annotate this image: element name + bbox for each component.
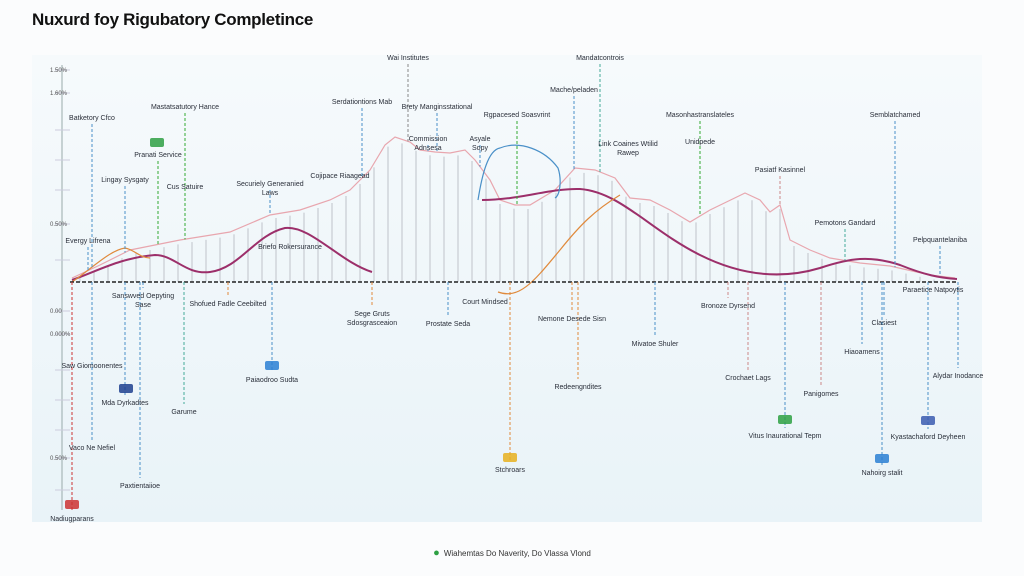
footer: ● Wiahemtas Do Naverity, Do Vlassa Vlond <box>0 547 1024 559</box>
diagram-panel <box>32 55 982 522</box>
annotation-label: Garume <box>171 409 197 416</box>
y-tick-label: 1.60% <box>50 91 68 97</box>
purple-line-left <box>71 226 373 281</box>
annotation-label: Court Mindsed <box>462 299 508 306</box>
purple-line-right <box>481 187 958 280</box>
annotation-label: Saw Giomoonentes <box>61 363 123 370</box>
annotation-label: Commission Adnsesa <box>408 136 448 152</box>
pink-line <box>71 136 956 279</box>
annotation-label: Evergy Lifrena <box>65 238 111 245</box>
blue-line <box>477 144 561 201</box>
annotation-label: Clasiest <box>871 320 897 327</box>
annotation-label: Mache/peladen <box>550 87 598 94</box>
annotation-label: Link Coaines Wtilid Rawep <box>598 141 658 157</box>
annotation-label: Wai Institutes <box>387 55 429 62</box>
annotation-label: Pemotons Gandard <box>814 220 876 227</box>
annotation-label: Pasiatf Kasinnel <box>754 167 806 174</box>
annotation-label: Serdationtions Mab <box>331 99 393 106</box>
annotation-label: Mandatcontrois <box>576 55 624 62</box>
y-tick-label: 0.50% <box>50 222 68 228</box>
annotation-label: Sanswved Oepyting Sase <box>111 293 175 309</box>
annotation-label: Pranati Service <box>134 152 182 159</box>
page-title: Nuxurd foy Rigubatory Completince <box>32 10 314 29</box>
annotation-label: Vaco Ne Nefiel <box>68 445 116 452</box>
annotation-label: Semblatchamed <box>869 112 921 119</box>
annotation-label: Masonhastranslateles <box>665 112 735 119</box>
annotation-label: Batketory Cfco <box>69 115 115 122</box>
annotation-label: Mda Dyrkadtes <box>101 400 149 407</box>
annotation-label: Kyastachaford Deyheen <box>890 434 966 441</box>
annotation-label: Shofued Fadle Ceebilted <box>189 301 267 308</box>
annotation-label: Briefo Rokersurance <box>258 244 322 251</box>
annotation-label: Vitus Inaurational Tepm <box>748 433 822 440</box>
y-tick-label: 0.50% <box>50 456 68 462</box>
annotation-label: Rgpacesed Soasvrint <box>483 112 551 119</box>
annotation-label: Paraetice Natpoytis <box>902 287 964 294</box>
annotation-label: Cus Satuire <box>166 184 204 191</box>
annotation-label: Redeengndites <box>554 384 602 391</box>
annotation-label: Mivatoe Shuler <box>631 341 679 348</box>
y-tick-label: 0.000% <box>50 332 71 338</box>
cycle-icon <box>921 416 935 425</box>
annotation-label: Paiaodroo Sudta <box>245 377 299 384</box>
annotation-label: Crochaet Lags <box>725 375 771 382</box>
map-pin-icon: ● <box>433 547 440 559</box>
y-tick-label: 0.00 <box>50 309 62 315</box>
annotation-label: Panigomes <box>803 391 839 398</box>
annotation-label: Nahoirg stalit <box>861 470 903 477</box>
annotation-label: Brety Manginsstational <box>401 104 473 111</box>
footer-text: Wiahemtas Do Naverity, Do Vlassa Vlond <box>443 549 591 558</box>
annotation-label: Sege Gruts Sdosgrasceaion <box>346 311 398 327</box>
annotation-label: Paxtientaiioe <box>119 483 161 490</box>
annotation-label: Alydar Inodance <box>932 373 984 380</box>
annotation-label: Bronoze Dyrsend <box>700 303 756 310</box>
annotation-label: Unidpede <box>685 139 715 146</box>
certificate-icon <box>150 138 164 147</box>
annotation-label: Lingay Sysgaty <box>101 177 149 184</box>
tree-icon <box>778 415 792 424</box>
bank-icon <box>119 384 133 393</box>
network-icon <box>265 361 279 370</box>
annotation-label: Hiaoamens <box>844 349 880 356</box>
annotation-label: Asyale Sopy <box>469 136 491 152</box>
annotation-label: Pelpquantelaniba <box>912 237 968 244</box>
annotation-label: Nemone Desede Sisn <box>537 316 607 323</box>
annotation-label: Stchroars <box>495 467 525 474</box>
annotation-label: Mastatsatutory Hance <box>150 104 220 111</box>
annotation-label: Prostate Seda <box>425 321 471 328</box>
y-tick-label: 1.50% <box>50 68 68 74</box>
building-icon <box>503 453 517 462</box>
annotation-label: Nadiugparans <box>50 516 94 523</box>
orange-line-right <box>497 194 621 295</box>
signpost-icon <box>65 500 79 509</box>
annotation-label: Cojipace Riaagead <box>310 173 370 180</box>
people-icon <box>875 454 889 463</box>
annotation-label: Securiely Generanied Laws <box>236 181 304 197</box>
